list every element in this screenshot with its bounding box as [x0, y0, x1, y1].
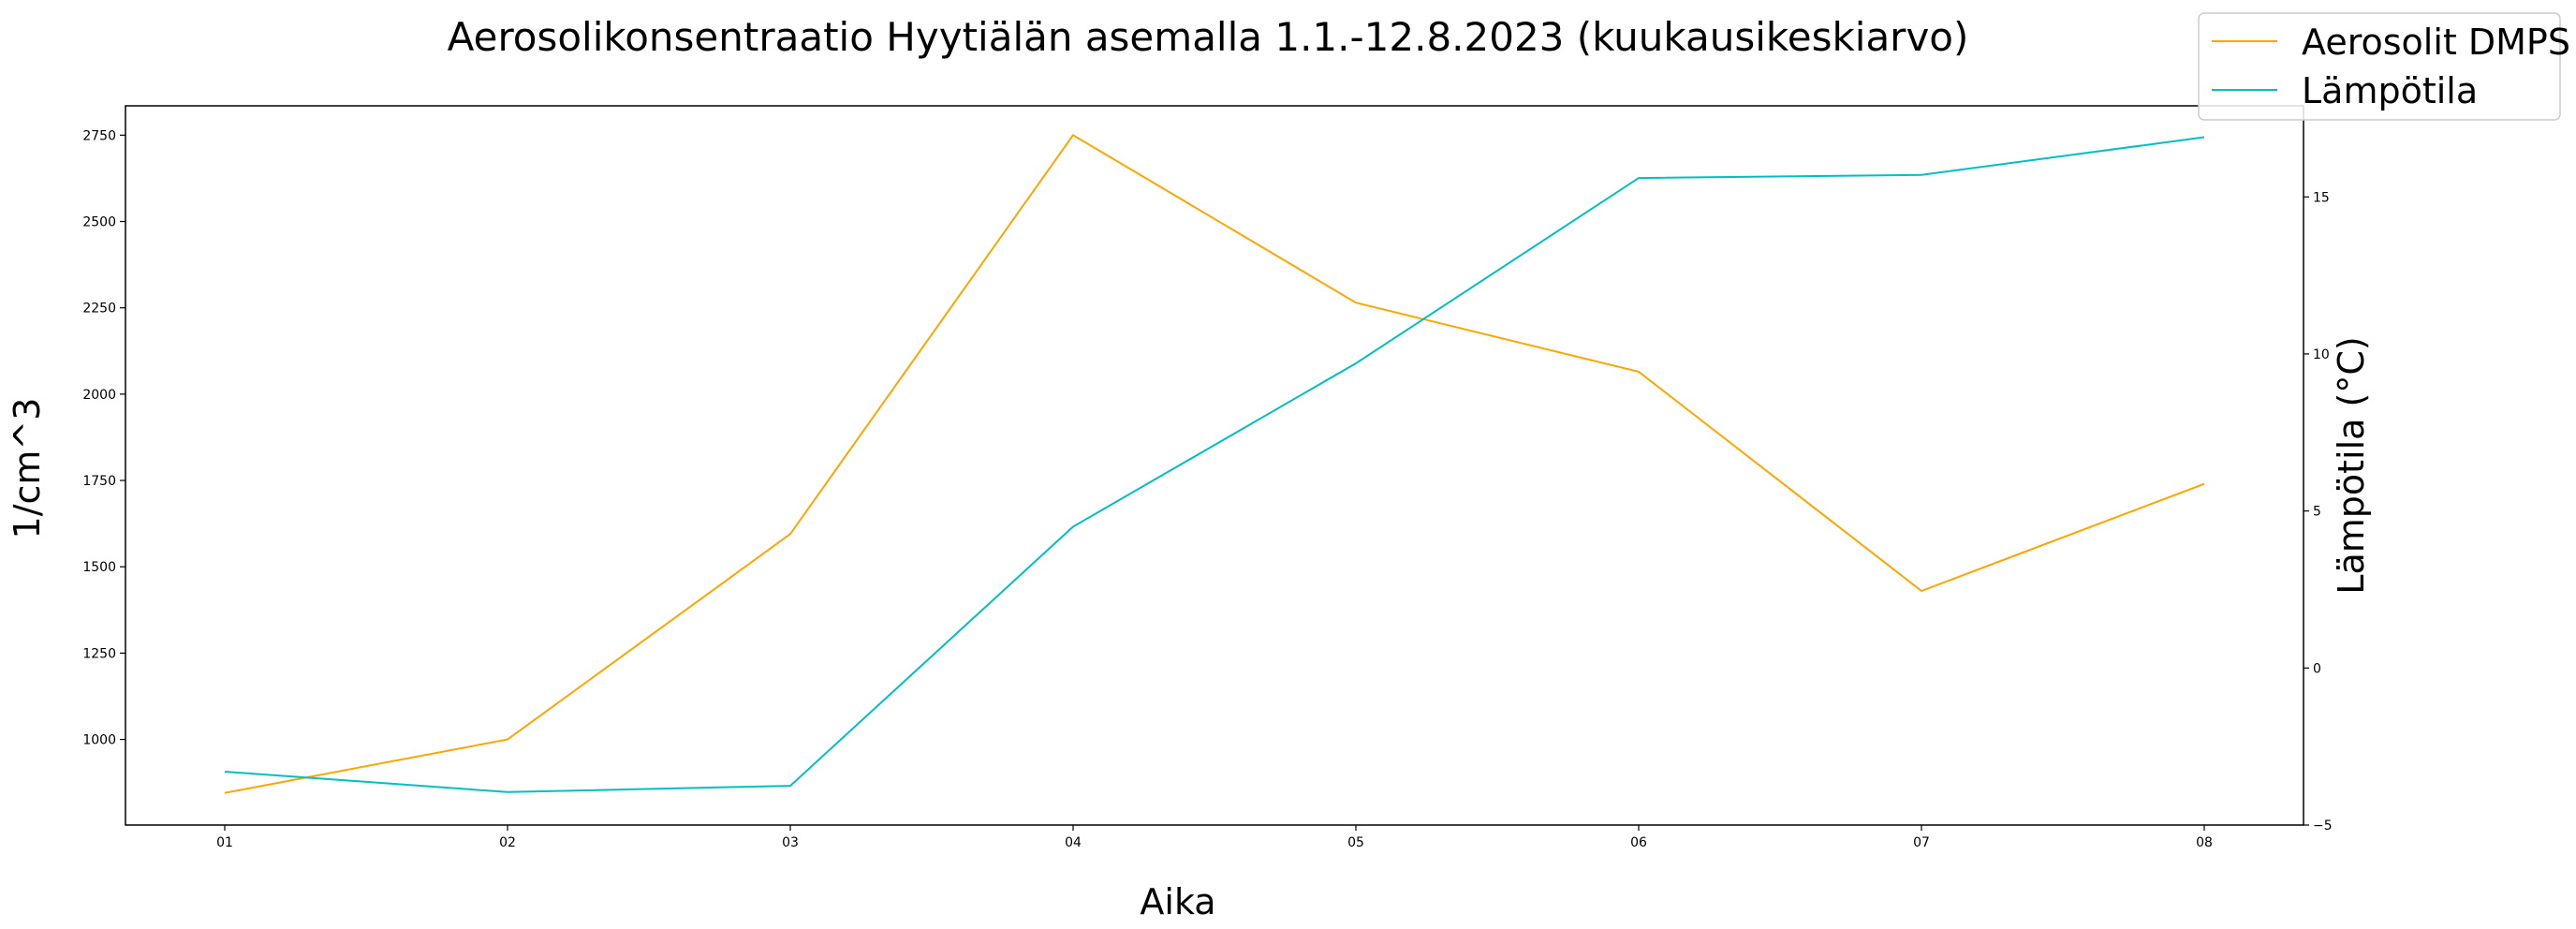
series-line-aerosolit: [224, 133, 2205, 794]
y-left-tick-label: 1250: [82, 646, 116, 661]
x-tick-label: 04: [1065, 835, 1082, 850]
legend: Aerosolit DMPS Lämpötila: [2198, 12, 2570, 121]
legend-label-lampotila: Lämpötila: [2302, 70, 2478, 111]
y-left-tick-label: 2000: [82, 388, 116, 403]
x-tick-label: 01: [216, 835, 233, 850]
y-left-tick-label: 2750: [82, 128, 116, 143]
x-tick-label: 08: [2196, 835, 2213, 850]
y-right-tick-label: 5: [2313, 505, 2321, 520]
y-right-tick-label: 15: [2313, 190, 2330, 205]
y-right-tick-label: 0: [2313, 661, 2321, 676]
y-axis-left-label: 1/cm^3: [7, 398, 48, 539]
plot-frame: [125, 105, 2304, 826]
x-tick-label: 06: [1630, 835, 1647, 850]
x-axis: 01 02 03 04 05 06 07 08: [216, 825, 2213, 850]
x-tick-label: 03: [782, 835, 799, 850]
y-right-tick-label: −5: [2313, 818, 2333, 833]
x-axis-label: Aika: [1140, 881, 1215, 922]
y-right-tick-label: 10: [2313, 347, 2330, 362]
legend-label-aerosolit: Aerosolit DMPS: [2302, 22, 2570, 63]
y-left-tick-label: 2500: [82, 215, 116, 230]
y-left-tick-label: 1750: [82, 474, 116, 489]
y-axis-right-label: Lämpötila (°C): [2331, 336, 2372, 594]
y-left-tick-label: 1000: [82, 733, 116, 748]
y-left-tick-label: 2250: [82, 302, 116, 317]
series-lines: [224, 133, 2205, 794]
x-tick-label: 05: [1347, 835, 1364, 850]
legend-box: [2198, 12, 2561, 121]
x-tick-label: 02: [499, 835, 516, 850]
y-axis-right: −5 0 5 10 15: [2304, 190, 2333, 833]
series-line-lampotila: [224, 136, 2205, 793]
chart-title: Aerosolikonsentraatio Hyytiälän asemalla…: [448, 14, 1969, 60]
y-axis-left: 1000 1250 1500 1750 2000 2250 2500 2750: [82, 128, 125, 748]
y-left-tick-label: 1500: [82, 560, 116, 575]
x-tick-label: 07: [1913, 835, 1930, 850]
